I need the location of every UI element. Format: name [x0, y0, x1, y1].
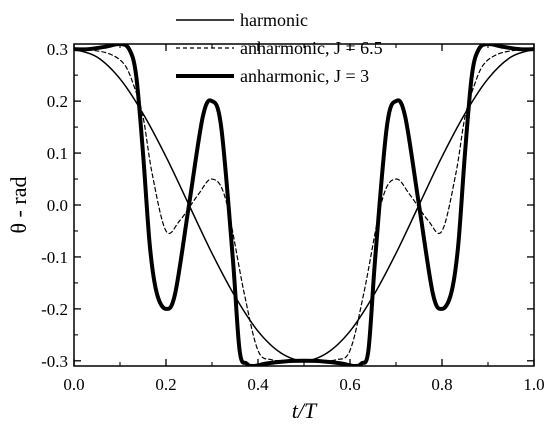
- x-axis-ticks: 0.0 0.2 0.4 0.6 0.8 1.0: [63, 44, 545, 394]
- x-tick-label: 0.2: [155, 375, 176, 394]
- series-layer: [74, 44, 534, 366]
- x-axis-label: t/T: [292, 398, 318, 423]
- y-tick-label: -0.3: [41, 352, 68, 371]
- y-tick-label: -0.2: [41, 300, 68, 319]
- legend-label-1: anharmonic, J = 6.5: [240, 38, 383, 58]
- series-line-1: [74, 48, 534, 362]
- y-tick-label: -0.1: [41, 248, 68, 267]
- legend-label-2: anharmonic, J = 3: [240, 66, 369, 86]
- y-tick-label: 0.2: [47, 92, 68, 111]
- y-tick-label: 0.0: [47, 196, 68, 215]
- series-line-2: [74, 44, 534, 366]
- y-tick-label: 0.3: [47, 40, 68, 59]
- x-tick-label: 0.4: [247, 375, 269, 394]
- y-axis-label: θ - rad: [6, 177, 31, 234]
- plot-frame: [73, 43, 535, 367]
- legend-label-0: harmonic: [240, 10, 308, 30]
- legend: harmonic anharmonic, J = 6.5 anharmonic, J…: [176, 10, 383, 86]
- series-line-0: [74, 48, 534, 362]
- y-tick-label: 0.1: [47, 144, 68, 163]
- x-tick-label: 0.6: [339, 375, 360, 394]
- x-tick-label: 0.0: [63, 375, 84, 394]
- x-tick-label: 0.8: [431, 375, 452, 394]
- x-tick-label: 1.0: [523, 375, 544, 394]
